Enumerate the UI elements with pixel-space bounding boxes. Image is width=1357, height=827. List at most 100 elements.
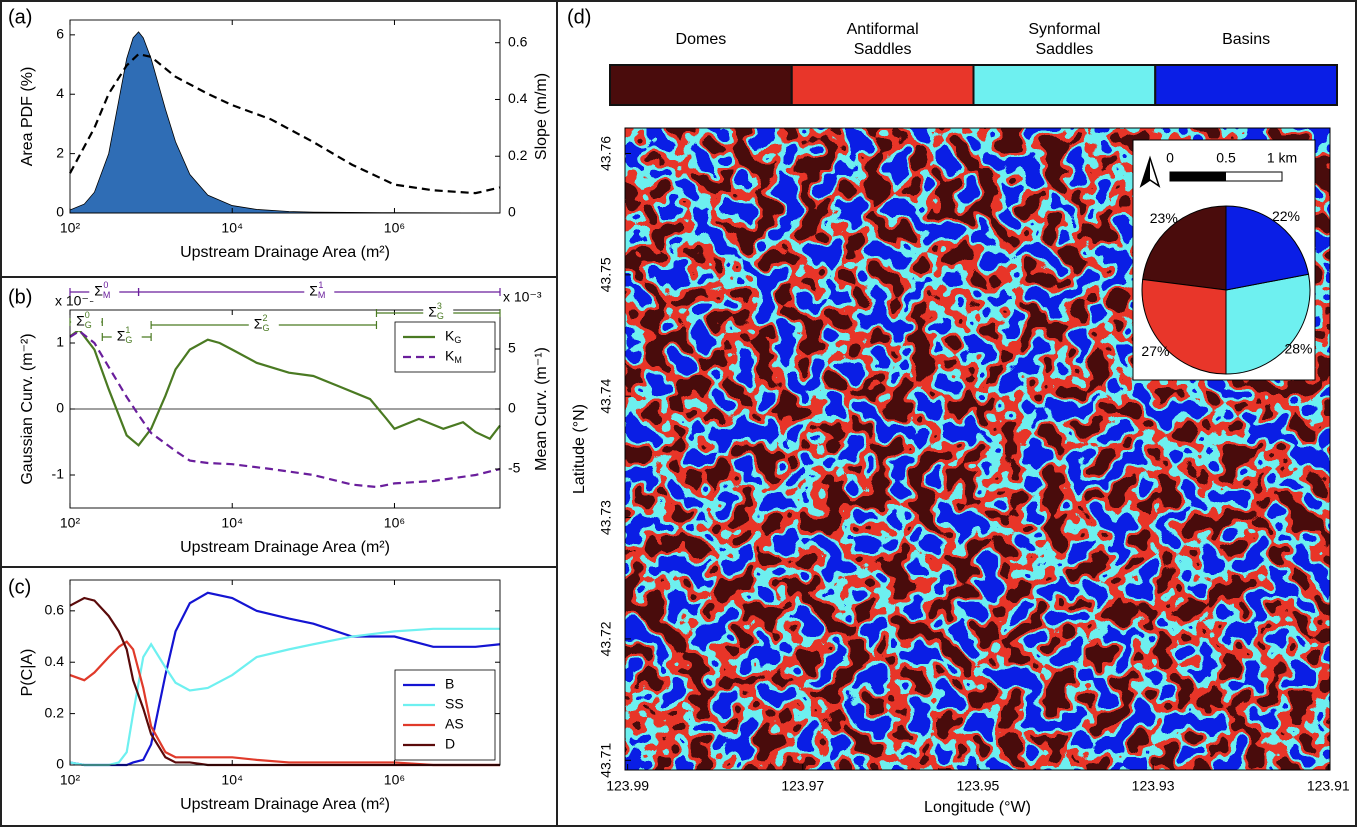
panel-label: (d) xyxy=(567,6,591,28)
bracket-sup: 3 xyxy=(437,301,442,311)
x-tick-label: 10⁶ xyxy=(384,220,405,236)
legend-box xyxy=(394,321,496,373)
x-tick-label: 10⁶ xyxy=(384,515,405,531)
y-tick-label: 0.4 xyxy=(45,653,65,669)
y-tick-label: 0.2 xyxy=(45,704,65,720)
y-tick-label: 43.76 xyxy=(598,136,614,171)
pie-slice xyxy=(1141,278,1227,375)
panel-label: (b) xyxy=(8,286,32,308)
legend-subscript: G xyxy=(454,335,461,345)
y2-tick-label: 0.4 xyxy=(508,90,528,106)
y-tick-label: 0 xyxy=(56,400,64,416)
y-tick-label: -1 xyxy=(52,466,65,482)
bracket-label-bg xyxy=(89,283,120,301)
x-tick-label: 123.93 xyxy=(1132,778,1175,794)
plot-frame xyxy=(69,579,501,766)
x-axis-label: Upstream Drainage Area (m²) xyxy=(180,244,390,261)
bracket-sup: 1 xyxy=(125,325,130,335)
y-axis-label: P(C|A) xyxy=(19,649,36,697)
y2-tick-label: 0.6 xyxy=(508,33,528,49)
line xyxy=(69,328,501,447)
colorbar-label: Domes xyxy=(676,31,727,48)
y2-tick-label: 0.2 xyxy=(508,147,528,163)
bracket-label-bg xyxy=(304,283,335,301)
y-tick-label: 43.72 xyxy=(598,621,614,656)
pie-label: 23% xyxy=(1150,210,1178,226)
line xyxy=(69,640,500,767)
pie-slice xyxy=(1142,205,1227,291)
colorbar-swatch xyxy=(972,64,1157,106)
y-tick-label: 1 xyxy=(56,334,64,350)
x-tick-label: 10⁴ xyxy=(221,772,243,788)
bracket-sub: M xyxy=(103,290,111,300)
y2-multiplier: x 10⁻³ xyxy=(503,289,542,305)
bracket-sup: 0 xyxy=(85,310,90,320)
y-tick-label: 0 xyxy=(56,204,64,220)
bracket-label-bg xyxy=(423,304,454,322)
colorbar-swatch xyxy=(1154,64,1338,106)
line xyxy=(69,329,501,489)
bracket-label-bg xyxy=(71,313,102,331)
x-tick-label: 123.95 xyxy=(957,778,1000,794)
y-tick-label: 6 xyxy=(56,26,64,42)
pie-label: 27% xyxy=(1141,343,1169,359)
y-tick-label: 0 xyxy=(56,756,64,772)
bracket-sup: 2 xyxy=(262,313,267,323)
y-tick-label: 43.75 xyxy=(598,257,614,292)
y2-tick-label: -5 xyxy=(508,460,521,476)
legend-subscript: M xyxy=(454,355,462,365)
legend-label: D xyxy=(445,736,455,752)
colorbar-label: Synformal Saddles xyxy=(1028,21,1100,58)
y2-tick-label: 5 xyxy=(508,340,516,356)
area xyxy=(69,31,501,214)
y-tick-label: 4 xyxy=(56,85,64,101)
bracket-sup: 0 xyxy=(103,280,108,290)
north-arrow xyxy=(1141,158,1150,186)
x-tick-label: 123.99 xyxy=(606,778,649,794)
bracket-label-bg xyxy=(248,316,279,334)
pie-slice xyxy=(1225,273,1311,375)
colorbar-swatch xyxy=(609,64,793,106)
scale-bar xyxy=(1170,172,1226,181)
x-tick-label: 10² xyxy=(60,772,81,788)
bracket-label: ΣG0 xyxy=(76,310,92,330)
scale-label: 1 km xyxy=(1267,150,1297,166)
bracket-label: ΣG3 xyxy=(428,301,444,321)
y-axis-label: Latitude (°N) xyxy=(571,404,588,494)
x-tick-label: 10⁴ xyxy=(221,220,243,236)
colorbar-label: Antiformal Saddles xyxy=(847,21,919,58)
y2-axis-label: Mean Curv. (m⁻¹) xyxy=(533,347,550,471)
scale-label: 0.5 xyxy=(1216,150,1236,166)
bracket-sub: G xyxy=(85,320,92,330)
bracket-label-bg xyxy=(111,328,142,346)
bracket-label: ΣM1 xyxy=(309,280,325,300)
x-tick-label: 123.91 xyxy=(1307,778,1350,794)
y-axis-label: Area PDF (%) xyxy=(19,67,36,167)
x-tick-label: 123.97 xyxy=(781,778,824,794)
legend-label: SS xyxy=(445,696,464,712)
bracket-label: ΣG2 xyxy=(254,313,270,333)
colorbar-swatch xyxy=(790,64,975,106)
y-tick-label: 43.73 xyxy=(598,500,614,535)
pie-slice xyxy=(1225,205,1310,291)
pie-label: 28% xyxy=(1284,341,1312,357)
bracket-sup: 1 xyxy=(318,280,323,290)
bracket-sub: G xyxy=(262,323,269,333)
x-axis-label: Upstream Drainage Area (m²) xyxy=(180,539,390,556)
x-tick-label: 10² xyxy=(60,220,81,236)
x-tick-label: 10² xyxy=(60,515,81,531)
y-tick-label: 2 xyxy=(56,144,64,160)
x-axis-label: Upstream Drainage Area (m²) xyxy=(180,796,390,813)
x-tick-label: 10⁴ xyxy=(221,515,243,531)
y-tick-label: 0.6 xyxy=(45,602,65,618)
panel-label: (c) xyxy=(8,576,31,598)
bracket-sub: G xyxy=(125,335,132,345)
scale-label: 0 xyxy=(1166,150,1174,166)
line xyxy=(69,52,501,195)
y2-tick-label: 0 xyxy=(508,400,516,416)
line xyxy=(69,627,500,767)
x-axis-label: Longitude (°W) xyxy=(924,799,1031,816)
pie-label: 22% xyxy=(1272,208,1300,224)
